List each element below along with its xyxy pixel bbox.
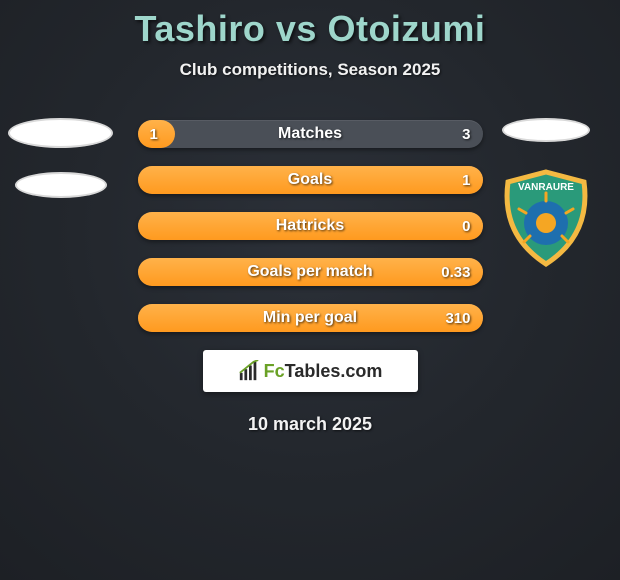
stat-row: Min per goal310 bbox=[138, 304, 483, 332]
stat-label: Goals bbox=[138, 166, 483, 194]
left-player-badge bbox=[8, 118, 113, 198]
stat-label: Min per goal bbox=[138, 304, 483, 332]
right-club-crest: VANRAURE bbox=[496, 168, 596, 268]
brand-badge[interactable]: FcTables.com bbox=[203, 350, 418, 392]
stat-row: Matches1 3 bbox=[138, 120, 483, 148]
stat-value-right: 0 bbox=[462, 212, 470, 240]
stat-value-right: 3 bbox=[462, 120, 470, 148]
left-player-logo-placeholder bbox=[8, 118, 113, 148]
crest-text: VANRAURE bbox=[518, 182, 574, 193]
left-club-logo-placeholder bbox=[8, 172, 113, 198]
stat-value-right: 310 bbox=[445, 304, 470, 332]
brand-prefix: Fc bbox=[264, 361, 285, 381]
content: Tashiro vs Otoizumi Club competitions, S… bbox=[0, 0, 620, 435]
brand-suffix: Tables.com bbox=[285, 361, 383, 381]
stat-row: Goals per match0.33 bbox=[138, 258, 483, 286]
right-player-badge: VANRAURE bbox=[496, 118, 596, 268]
stat-row: Hattricks0 bbox=[138, 212, 483, 240]
barchart-icon bbox=[238, 360, 260, 382]
shield-icon: VANRAURE bbox=[496, 168, 596, 268]
stat-row: Goals1 bbox=[138, 166, 483, 194]
stat-label: Matches bbox=[138, 120, 483, 148]
right-player-logo-placeholder bbox=[496, 118, 596, 142]
stat-value-left: 1 bbox=[150, 120, 158, 148]
stat-label: Goals per match bbox=[138, 258, 483, 286]
subtitle: Club competitions, Season 2025 bbox=[0, 60, 620, 80]
page-title: Tashiro vs Otoizumi bbox=[0, 8, 620, 50]
stat-value-right: 0.33 bbox=[441, 258, 470, 286]
date-label: 10 march 2025 bbox=[0, 414, 620, 435]
stat-value-right: 1 bbox=[462, 166, 470, 194]
stat-label: Hattricks bbox=[138, 212, 483, 240]
